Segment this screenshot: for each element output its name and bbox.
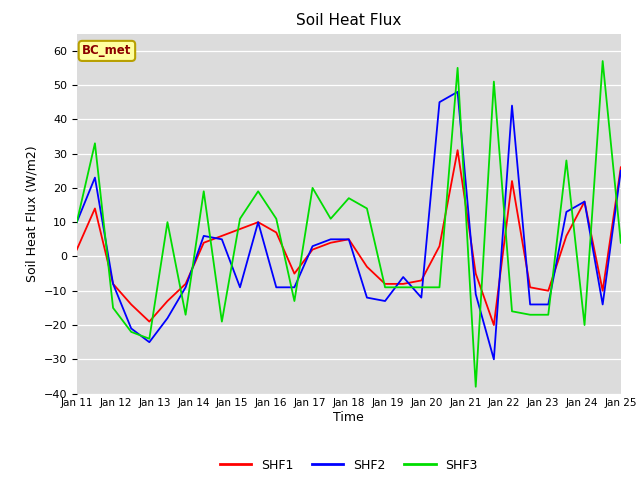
X-axis label: Time: Time: [333, 411, 364, 424]
Text: BC_met: BC_met: [82, 44, 132, 58]
Legend: SHF1, SHF2, SHF3: SHF1, SHF2, SHF3: [214, 454, 483, 477]
Title: Soil Heat Flux: Soil Heat Flux: [296, 13, 401, 28]
Y-axis label: Soil Heat Flux (W/m2): Soil Heat Flux (W/m2): [25, 145, 38, 282]
